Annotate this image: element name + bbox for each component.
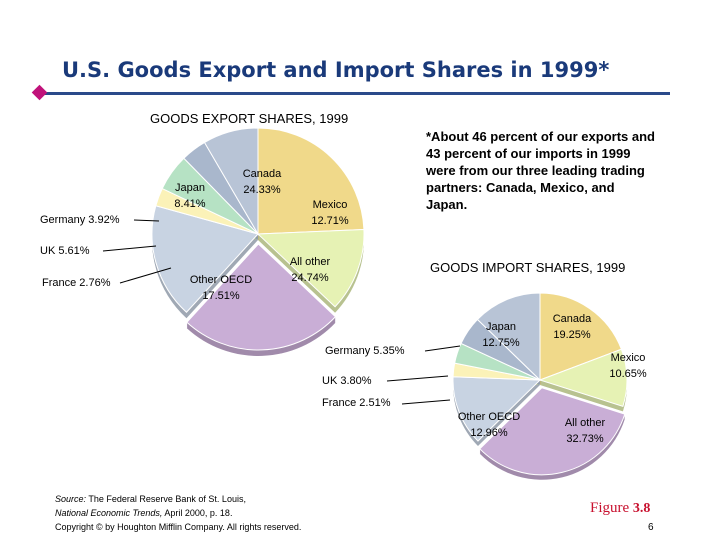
export-pie: Canada 24.33% Mexico 12.71% All other 24.74% O… <box>40 127 365 356</box>
export-label-japan: Japan 8.41% <box>174 182 205 210</box>
source-note: Source: The Federal Reserve Bank of St. … <box>55 492 301 534</box>
import-label-uk: UK 3.80% <box>322 375 372 387</box>
import-slice-canada <box>539 292 623 381</box>
footnote: *About 46 percent of our exports and 43 … <box>426 129 655 212</box>
export-slice-other-oecd <box>151 205 259 313</box>
export-label-mexico: Mexico 12.71% <box>311 199 349 227</box>
export-slice-mexico <box>256 229 365 308</box>
export-label-uk: UK 5.61% <box>40 245 90 257</box>
figure-number: 3.8 <box>632 501 651 516</box>
import-pie: Canada 19.25% Mexico 10.65% All other 32.73% O… <box>322 292 647 480</box>
source-publication: National Economic Trends, <box>55 508 163 518</box>
figure-label: Figure 3.8 <box>590 500 650 517</box>
export-leader-germany <box>133 219 160 222</box>
slide-title: U.S. Goods Export and Import Shares in 1… <box>62 58 610 82</box>
import-slice-japan <box>476 292 541 382</box>
source-date: April 2000, p. 18. <box>162 508 233 518</box>
export-label-other-oecd: Other OECD 17.51% <box>190 274 252 302</box>
import-slice-other-oecd <box>452 376 542 442</box>
import-label-all-other: All other 32.73% <box>565 417 606 445</box>
figure-word: Figure <box>590 500 630 516</box>
import-label-mexico: Mexico 10.65% <box>609 352 647 380</box>
import-label-japan: Japan 12.75% <box>482 321 520 349</box>
import-label-germany: Germany 5.35% <box>325 345 405 357</box>
import-slice-mexico <box>538 348 628 407</box>
export-label-germany: Germany 3.92% <box>40 214 120 226</box>
export-label-canada: Canada 24.33% <box>243 168 282 196</box>
import-label-france: France 2.51% <box>322 397 391 409</box>
import-label-canada: Canada 19.25% <box>553 313 592 341</box>
export-slice-all-other <box>186 243 337 351</box>
import-leader-france <box>401 399 451 405</box>
source-text: The Federal Reserve Bank of St. Louis, <box>86 494 246 504</box>
import-leader-germany <box>424 345 461 352</box>
export-leader-uk <box>102 245 157 252</box>
page-number: 6 <box>648 522 654 533</box>
copyright: Copyright © by Houghton Mifflin Company.… <box>55 522 302 532</box>
source-prefix: Source: <box>55 494 87 504</box>
import-leader-uk <box>386 375 449 382</box>
import-chart-title: GOODS IMPORT SHARES, 1999 <box>430 260 626 275</box>
export-label-france: France 2.76% <box>42 277 111 289</box>
title-underline <box>40 92 670 95</box>
export-slice-japan <box>203 127 259 236</box>
export-slice-canada <box>257 127 365 235</box>
export-label-all-other: All other 24.74% <box>290 256 331 284</box>
import-slice-all-other <box>479 387 626 476</box>
import-label-other-oecd: Other OECD 12.96% <box>458 411 520 439</box>
export-chart-title: GOODS EXPORT SHARES, 1999 <box>150 111 349 126</box>
export-leader-france <box>119 267 172 284</box>
